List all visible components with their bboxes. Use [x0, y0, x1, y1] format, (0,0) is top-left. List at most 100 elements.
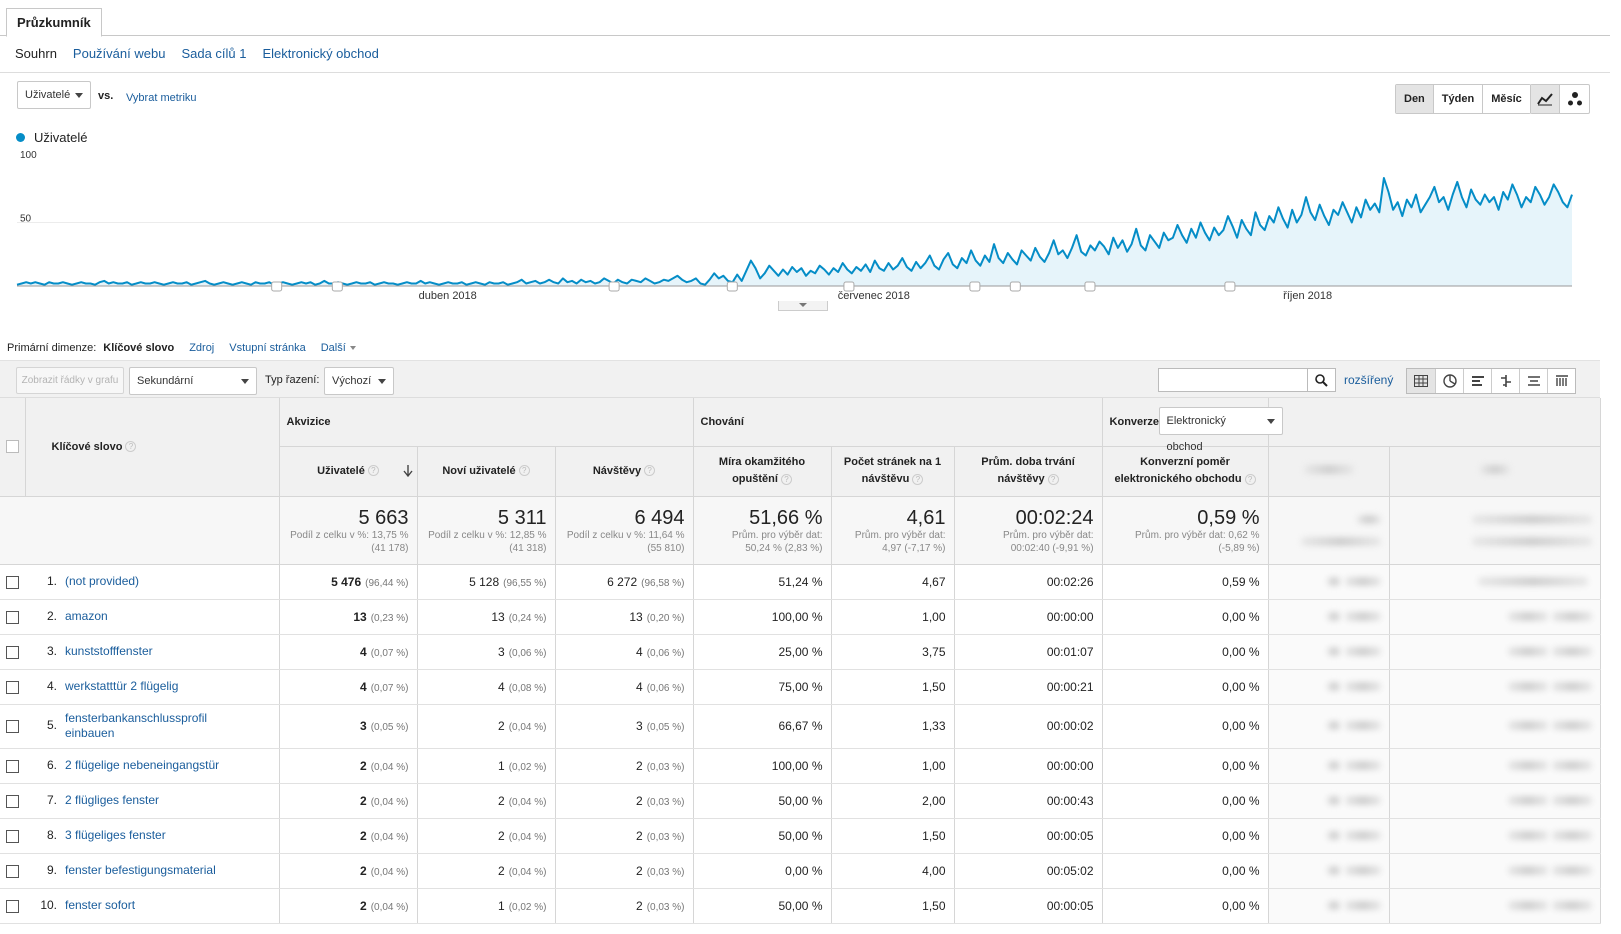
- help-icon[interactable]: ?: [912, 473, 924, 485]
- row-keyword-link[interactable]: fensterbankanschlussprofil einbauen: [65, 711, 208, 740]
- subtab-site-usage[interactable]: Používání webu: [72, 46, 166, 61]
- row-bounce: 50,00 %: [693, 818, 832, 854]
- blurred-col-2: [1389, 446, 1601, 497]
- col-ecommerce-conversion[interactable]: Konverzní poměr elektronického obchodu?: [1102, 446, 1269, 497]
- row-users: 2 (0,04 %): [279, 853, 418, 889]
- row-checkbox-cell: [0, 634, 25, 670]
- help-icon[interactable]: ?: [367, 465, 379, 477]
- select-all-checkbox[interactable]: [5, 440, 19, 454]
- col-users[interactable]: Uživatelé?: [279, 446, 418, 497]
- line-chart-button[interactable]: [1531, 85, 1560, 113]
- blurred-columns-header: [1268, 398, 1601, 447]
- search-button[interactable]: [1308, 368, 1336, 392]
- row-checkbox[interactable]: [6, 899, 19, 913]
- table-row: 6. 2 flügelige nebeneingangstür 2 (0,04 %) 1…: [0, 748, 1601, 784]
- group-behavior: Chování: [693, 398, 1103, 447]
- row-users: 2 (0,04 %): [279, 888, 418, 924]
- row-keyword-link[interactable]: amazon: [65, 609, 108, 624]
- chart-legend: Uživatelé: [16, 130, 87, 145]
- table-search-input[interactable]: [1158, 368, 1308, 392]
- col-keyword[interactable]: Klíčové slovo?: [25, 398, 280, 497]
- annotation-marker: [1084, 281, 1096, 292]
- row-index: 10.: [40, 897, 57, 912]
- conversion-type-select[interactable]: Elektronický obchod: [1158, 407, 1283, 453]
- row-users: 2 (0,04 %): [279, 783, 418, 819]
- view-pie-button[interactable]: [1435, 369, 1463, 393]
- row-conversion: 0,00 %: [1102, 818, 1269, 854]
- row-duration: 00:02:26: [954, 564, 1103, 600]
- row-checkbox[interactable]: [6, 864, 19, 878]
- row-checkbox[interactable]: [6, 829, 19, 843]
- plot-rows-button[interactable]: Zobrazit řádky v grafu: [16, 367, 124, 394]
- row-duration: 00:05:02: [954, 853, 1103, 889]
- users-line-chart[interactable]: 100 50 duben 2018 červenec 2018 říjen 2018: [0, 145, 1600, 305]
- row-checkbox[interactable]: [6, 680, 19, 694]
- row-keyword-link[interactable]: werkstatttür 2 flügelig: [65, 679, 179, 694]
- help-icon[interactable]: ?: [518, 465, 530, 477]
- primary-metric-select[interactable]: Uživatelé: [17, 81, 91, 109]
- dimension-more-menu[interactable]: Další: [321, 342, 356, 354]
- row-keyword-link[interactable]: kunststofffenster: [65, 644, 153, 659]
- row-checkbox-cell: [0, 888, 25, 924]
- row-keyword-link[interactable]: fenster befestigungsmaterial: [65, 863, 216, 878]
- row-keyword-link[interactable]: 2 flügliges fenster: [65, 793, 160, 808]
- dimension-source[interactable]: Zdroj: [189, 342, 215, 354]
- col-sessions[interactable]: Návštěvy?: [555, 446, 694, 497]
- total-conversion: 0,59 % Prům. pro výběr dat: 0,62 % (-5,89 …: [1102, 496, 1269, 565]
- y-tick-label: 50: [20, 214, 32, 225]
- table-row: 8. 3 flügeliges fenster 2 (0,04 %) 2 (0,04 %)…: [0, 818, 1601, 854]
- subtab-goal-set-1[interactable]: Sada cílů 1: [181, 46, 247, 61]
- row-checkbox[interactable]: [6, 794, 19, 808]
- col-avg-duration[interactable]: Prům. doba trvání návštěvy?: [954, 446, 1103, 497]
- col-new-users[interactable]: Noví uživatelé?: [417, 446, 556, 497]
- row-pps: 1,50: [831, 669, 955, 705]
- period-day-button[interactable]: Den: [1396, 85, 1433, 113]
- help-icon[interactable]: ?: [644, 465, 656, 477]
- sort-descending-icon: [402, 464, 413, 477]
- row-index: 8.: [46, 827, 57, 842]
- row-keyword-link[interactable]: 2 flügelige nebeneingangstür: [65, 758, 220, 773]
- row-keyword-link[interactable]: fenster sofort: [65, 898, 136, 913]
- row-checkbox[interactable]: [6, 720, 19, 734]
- view-comparison-button[interactable]: [1491, 369, 1519, 393]
- row-keyword-cell: 3. kunststofffenster: [25, 634, 280, 670]
- motion-chart-button[interactable]: [1560, 85, 1589, 113]
- grid-icon: [1414, 375, 1428, 387]
- view-pivot-button[interactable]: [1547, 369, 1575, 393]
- help-icon[interactable]: ?: [1244, 473, 1256, 485]
- view-performance-button[interactable]: [1463, 369, 1491, 393]
- legend-label: Uživatelé: [34, 130, 88, 145]
- subtab-ecommerce[interactable]: Elektronický obchod: [262, 46, 379, 61]
- row-checkbox[interactable]: [6, 645, 19, 659]
- advanced-filter-link[interactable]: rozšířený: [1344, 373, 1394, 387]
- report-tabs: Průzkumník: [0, 0, 1610, 37]
- row-conversion: 0,00 %: [1102, 888, 1269, 924]
- select-metric-link[interactable]: Vybrat metriku: [126, 92, 197, 104]
- tab-explorer[interactable]: Průzkumník: [6, 8, 102, 37]
- col-bounce-rate[interactable]: Míra okamžitého opuštění?: [693, 446, 832, 497]
- row-checkbox[interactable]: [6, 610, 19, 624]
- search-icon: [1315, 373, 1328, 387]
- row-duration: 00:00:00: [954, 748, 1103, 784]
- collapse-chart-handle[interactable]: [778, 301, 828, 311]
- help-icon[interactable]: ?: [125, 441, 137, 453]
- annotation-marker: [331, 281, 343, 292]
- chart-type-toggle: [1530, 84, 1590, 114]
- dimension-landing-page[interactable]: Vstupní stránka: [229, 342, 306, 354]
- secondary-dimension-select[interactable]: Sekundární dimenze: [129, 367, 257, 413]
- row-checkbox[interactable]: [6, 759, 19, 773]
- period-month-button[interactable]: Měsíc: [1482, 85, 1530, 113]
- view-data-button[interactable]: [1407, 369, 1435, 393]
- view-term-cloud-button[interactable]: [1519, 369, 1547, 393]
- row-keyword-link[interactable]: (not provided): [65, 574, 140, 589]
- subtab-summary[interactable]: Souhrn: [15, 46, 57, 61]
- sort-type-select[interactable]: Výchozí: [324, 367, 394, 395]
- col-pages-per-session[interactable]: Počet stránek na 1 návštěvu?: [831, 446, 955, 497]
- row-keyword-link[interactable]: 3 flügeliges fenster: [65, 828, 166, 843]
- help-icon[interactable]: ?: [1047, 473, 1059, 485]
- help-icon[interactable]: ?: [780, 473, 792, 485]
- row-checkbox[interactable]: [6, 575, 19, 589]
- row-new-users: 2 (0,04 %): [417, 818, 556, 854]
- period-week-button[interactable]: Týden: [1432, 85, 1483, 113]
- row-blurred-1: [1268, 634, 1390, 670]
